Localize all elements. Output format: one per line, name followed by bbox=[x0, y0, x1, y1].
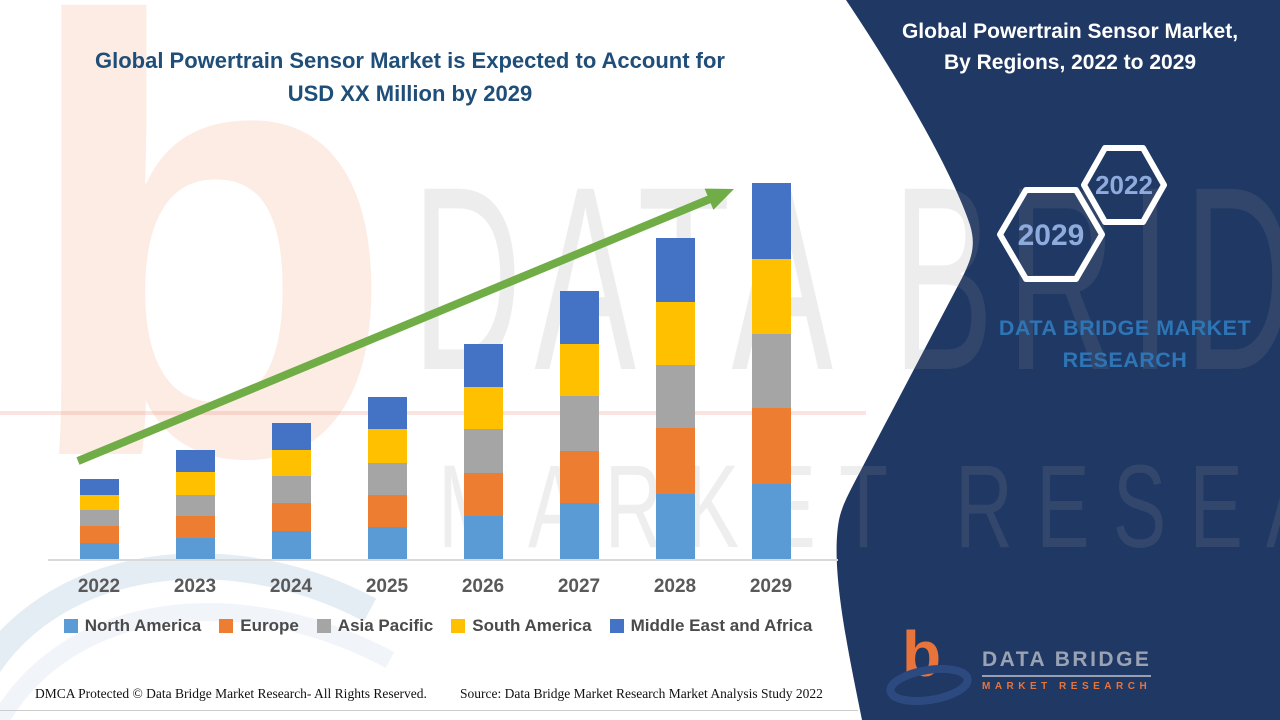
bar-segment-south-america bbox=[463, 387, 503, 429]
legend-label: Europe bbox=[240, 616, 299, 635]
dmca-notice: DMCA Protected © Data Bridge Market Rese… bbox=[35, 686, 427, 701]
bar-segment-europe bbox=[271, 503, 311, 531]
chart-title-line2: USD XX Million by 2029 bbox=[287, 81, 533, 106]
x-axis-label-2026: 2026 bbox=[461, 576, 505, 597]
logo-text: DATA BRIDGE MARKET RESEARCH bbox=[982, 648, 1152, 692]
x-axis-labels: 2022 2023 2024 2025 2026 2027 2028 2029 bbox=[0, 576, 860, 602]
legend-label: Asia Pacific bbox=[337, 616, 434, 635]
bar-segment-asia-pacific bbox=[79, 510, 119, 526]
bar-segment-asia-pacific bbox=[367, 463, 407, 495]
bar-segment-south-america bbox=[271, 450, 311, 476]
logo-mark-icon: b bbox=[886, 618, 972, 707]
source-note: Source: Data Bridge Market Research Mark… bbox=[460, 686, 823, 701]
legend-label: North America bbox=[84, 616, 202, 635]
x-axis-label-2027: 2027 bbox=[557, 576, 601, 597]
bar-segment-europe bbox=[463, 473, 503, 516]
bar-segment-asia-pacific bbox=[655, 365, 695, 428]
bar-segment-south-america bbox=[655, 302, 695, 365]
bar-segment-europe bbox=[367, 495, 407, 527]
x-axis-label-2025: 2025 bbox=[365, 576, 409, 597]
bar-segment-north-america bbox=[655, 494, 695, 559]
bar-segment-south-america bbox=[367, 429, 407, 463]
bar-segment-asia-pacific bbox=[559, 396, 599, 451]
bar-segment-middle-east-and-africa bbox=[559, 291, 599, 344]
side-panel-heading-line1: Global Powertrain Sensor Market, bbox=[901, 20, 1239, 43]
x-axis-label-2023: 2023 bbox=[173, 576, 217, 597]
legend-item-asia-pacific: Asia Pacific bbox=[316, 616, 434, 636]
legend-swatch-icon bbox=[219, 619, 234, 633]
chart-title-line1: Global Powertrain Sensor Market is Expec… bbox=[95, 48, 725, 73]
bar-segment-middle-east-and-africa bbox=[655, 238, 695, 302]
bar-segment-middle-east-and-africa bbox=[79, 479, 119, 495]
legend-swatch-icon bbox=[63, 619, 78, 633]
bar-segment-north-america bbox=[367, 527, 407, 559]
bar-segment-north-america bbox=[79, 543, 119, 559]
chart-legend: North America Europe Asia Pacific South Ame… bbox=[38, 616, 838, 636]
hexagon-badge-2029: 2029 bbox=[997, 187, 1105, 282]
bar-segment-asia-pacific bbox=[271, 476, 311, 503]
bar-segment-europe bbox=[175, 516, 215, 538]
legend-swatch-icon bbox=[451, 619, 466, 633]
x-axis-label-2022: 2022 bbox=[77, 576, 121, 597]
x-axis-label-2028: 2028 bbox=[653, 576, 697, 597]
brand-wordmark-line1: DATA BRIDGE MARKET bbox=[998, 316, 1252, 340]
brand-wordmark-line2: RESEARCH bbox=[1062, 348, 1188, 372]
bar-segment-south-america bbox=[175, 472, 215, 495]
hexagon-2022-label: 2022 bbox=[1095, 170, 1153, 200]
bar-segment-south-america bbox=[559, 344, 599, 396]
bar-segment-asia-pacific bbox=[751, 334, 791, 408]
hexagon-2029-label: 2029 bbox=[1018, 219, 1085, 252]
bar-segment-asia-pacific bbox=[463, 429, 503, 473]
logo-subname: MARKET RESEARCH bbox=[982, 681, 1152, 692]
brand-wordmark: DATA BRIDGE MARKET RESEARCH bbox=[972, 312, 1278, 376]
bar-segment-north-america bbox=[271, 531, 311, 559]
hexagon-badge-2022: 2022 bbox=[1081, 145, 1167, 225]
bar-segment-south-america bbox=[751, 259, 791, 334]
x-axis-label-2024: 2024 bbox=[269, 576, 313, 597]
bar-segment-north-america bbox=[175, 538, 215, 559]
bar-segment-middle-east-and-africa bbox=[271, 423, 311, 450]
bar-segment-europe bbox=[79, 526, 119, 543]
bar-segment-europe bbox=[655, 428, 695, 494]
legend-label: South America bbox=[472, 616, 592, 635]
bar-segment-north-america bbox=[559, 503, 599, 559]
bar-segment-middle-east-and-africa bbox=[463, 344, 503, 387]
logo-ring-icon bbox=[886, 665, 972, 706]
bar-segment-asia-pacific bbox=[175, 495, 215, 516]
legend-item-europe: Europe bbox=[219, 616, 299, 636]
legend-item-middle-east-and-africa: Middle East and Africa bbox=[609, 616, 813, 636]
legend-swatch-icon bbox=[609, 619, 624, 633]
bar-segment-middle-east-and-africa bbox=[367, 397, 407, 429]
legend-item-south-america: South America bbox=[451, 616, 592, 636]
bottom-divider bbox=[0, 710, 858, 711]
logo-name: DATA BRIDGE bbox=[982, 648, 1152, 677]
side-panel-heading-line2: By Regions, 2022 to 2029 bbox=[943, 51, 1197, 74]
bar-segment-middle-east-and-africa bbox=[751, 183, 791, 259]
company-logo: b DATA BRIDGE MARKET RESEARCH bbox=[886, 618, 1152, 707]
bar-segment-europe bbox=[559, 451, 599, 503]
bar-segment-north-america bbox=[751, 484, 791, 559]
legend-swatch-icon bbox=[316, 619, 331, 633]
bar-segment-middle-east-and-africa bbox=[175, 450, 215, 472]
legend-item-north-america: North America bbox=[63, 616, 202, 636]
bar-segment-europe bbox=[751, 408, 791, 484]
legend-label: Middle East and Africa bbox=[630, 616, 813, 635]
x-axis-label-2029: 2029 bbox=[749, 576, 793, 597]
bar-segment-south-america bbox=[79, 495, 119, 510]
chart-title: Global Powertrain Sensor Market is Expec… bbox=[50, 44, 770, 110]
bar-segment-north-america bbox=[463, 516, 503, 559]
side-panel-heading: Global Powertrain Sensor Market, By Regi… bbox=[868, 16, 1272, 78]
x-axis-line bbox=[48, 559, 838, 561]
